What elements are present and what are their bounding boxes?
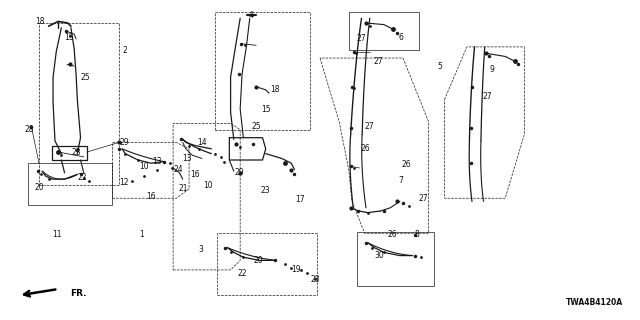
- Bar: [39, 23, 119, 186]
- Text: TWA4B4120A: TWA4B4120A: [566, 298, 623, 307]
- Text: 25: 25: [252, 122, 261, 131]
- Text: 18: 18: [36, 17, 45, 26]
- Text: 4: 4: [248, 11, 253, 20]
- Text: 13: 13: [182, 154, 192, 163]
- Text: 23: 23: [261, 186, 271, 195]
- Text: 21: 21: [179, 184, 188, 193]
- Text: 8: 8: [414, 230, 419, 239]
- Text: 24: 24: [173, 165, 183, 174]
- Text: 23: 23: [71, 148, 81, 156]
- Text: 27: 27: [483, 92, 492, 101]
- Text: 15: 15: [262, 105, 271, 114]
- Text: 7: 7: [399, 176, 404, 185]
- Text: 28: 28: [24, 125, 33, 134]
- Text: 30: 30: [374, 251, 384, 260]
- Text: 16: 16: [191, 170, 200, 179]
- Text: 28: 28: [310, 275, 319, 284]
- Bar: [216, 233, 317, 295]
- Text: 3: 3: [198, 245, 203, 254]
- Text: 25: 25: [81, 73, 90, 82]
- Bar: [214, 12, 310, 130]
- Text: 5: 5: [438, 61, 442, 70]
- Text: 10: 10: [140, 162, 149, 171]
- Bar: [349, 12, 419, 50]
- Text: 12: 12: [119, 178, 129, 187]
- Text: 11: 11: [52, 230, 61, 239]
- Text: 18: 18: [271, 85, 280, 94]
- Text: 26: 26: [401, 160, 411, 169]
- Text: 14: 14: [197, 138, 207, 147]
- Text: 16: 16: [147, 192, 156, 201]
- Text: FR.: FR.: [70, 289, 86, 298]
- Text: 15: 15: [64, 33, 74, 42]
- Text: 27: 27: [356, 35, 366, 44]
- Text: 20: 20: [35, 183, 44, 192]
- Text: 27: 27: [374, 57, 383, 66]
- Text: 6: 6: [399, 33, 404, 42]
- Text: 27: 27: [365, 122, 374, 131]
- Text: 26: 26: [388, 230, 397, 239]
- Text: 29: 29: [119, 138, 129, 147]
- Text: 1: 1: [139, 230, 143, 239]
- Text: 26: 26: [360, 144, 370, 153]
- Text: 27: 27: [418, 194, 428, 203]
- Bar: [357, 232, 434, 286]
- Text: 22: 22: [77, 173, 87, 182]
- Text: 13: 13: [152, 157, 162, 166]
- Text: 20: 20: [253, 256, 263, 265]
- Text: 22: 22: [237, 268, 247, 278]
- Text: 2: 2: [123, 45, 127, 55]
- Text: 19: 19: [291, 265, 301, 275]
- Text: 29: 29: [235, 168, 244, 177]
- Text: 17: 17: [295, 195, 305, 204]
- Bar: [28, 163, 113, 204]
- Text: 10: 10: [204, 181, 213, 190]
- Text: 9: 9: [490, 65, 495, 74]
